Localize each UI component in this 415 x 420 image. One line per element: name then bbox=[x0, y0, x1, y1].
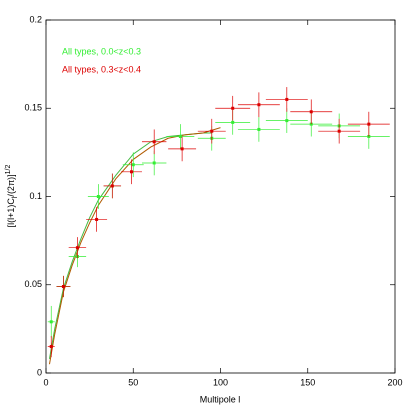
point bbox=[257, 103, 261, 107]
point bbox=[178, 134, 182, 138]
y-label-sup: 1/2 bbox=[5, 165, 12, 175]
x-tick-label: 200 bbox=[387, 377, 402, 387]
point bbox=[152, 140, 156, 144]
y-label-part: [l(l+1)C bbox=[6, 198, 16, 228]
point bbox=[210, 129, 214, 133]
point bbox=[110, 184, 114, 188]
y-tick-label: 0 bbox=[37, 367, 42, 377]
x-tick-label: 150 bbox=[300, 377, 315, 387]
y-axis-label: [l(l+1)Cl/(2π)]1/2 bbox=[5, 165, 19, 228]
point bbox=[75, 246, 79, 250]
point bbox=[309, 110, 313, 114]
x-tick-label: 0 bbox=[43, 377, 48, 387]
y-tick-label: 0.05 bbox=[24, 279, 42, 289]
point bbox=[49, 345, 53, 349]
x-tick-label: 50 bbox=[128, 377, 138, 387]
point bbox=[130, 170, 134, 174]
model-curve bbox=[48, 127, 221, 365]
y-tick-label: 0.1 bbox=[29, 191, 42, 201]
y-label-sub: l bbox=[12, 196, 19, 198]
point bbox=[285, 97, 289, 101]
legend-entry: All types, 0.3<z<0.4 bbox=[62, 64, 141, 74]
point bbox=[95, 217, 99, 221]
legend-entry: All types, 0.0<z<0.3 bbox=[62, 46, 141, 56]
y-tick-label: 0.15 bbox=[24, 103, 42, 113]
y-label-part: /(2π)] bbox=[6, 174, 16, 196]
point bbox=[131, 163, 135, 167]
point bbox=[61, 285, 65, 289]
point bbox=[337, 129, 341, 133]
point bbox=[231, 106, 235, 110]
model-curve bbox=[48, 132, 212, 359]
point bbox=[367, 122, 371, 126]
x-tick-label: 100 bbox=[213, 377, 228, 387]
x-axis-label: Multipole l bbox=[200, 394, 241, 404]
y-tick-label: 0.2 bbox=[29, 14, 42, 24]
point bbox=[285, 119, 289, 123]
point bbox=[231, 120, 235, 124]
point bbox=[180, 147, 184, 151]
point bbox=[49, 320, 53, 324]
point bbox=[96, 195, 100, 198]
point bbox=[257, 127, 261, 131]
point bbox=[152, 161, 156, 165]
